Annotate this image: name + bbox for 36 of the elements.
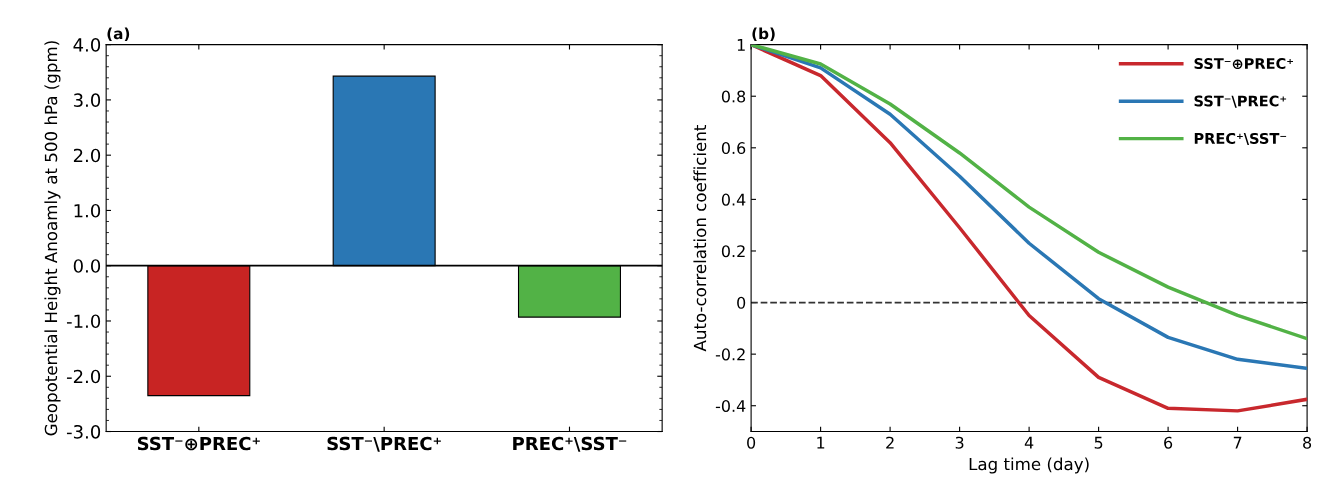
chart-title: (a): [107, 27, 130, 42]
x-tick-label: 2: [886, 436, 894, 449]
y-tick-label: -0.2: [715, 348, 745, 361]
x-tick-label: 5: [1094, 436, 1103, 449]
y-tick-label: -3.0: [66, 424, 101, 439]
x-tick-label: 7: [1233, 436, 1242, 449]
y-tick-label: 0.4: [721, 193, 746, 206]
x-tick-label: 8: [1303, 436, 1312, 449]
y-tick-label: 0.8: [721, 90, 746, 103]
legend-label: SST⁻⊕PREC⁺: [1194, 58, 1293, 70]
x-tick-label: 3: [955, 436, 964, 449]
y-axis-title: Auto-correlation coefficient: [693, 125, 707, 352]
legend-label: SST⁻\PREC⁺: [1194, 95, 1287, 108]
y-tick-label: 1: [737, 39, 745, 51]
y-tick-label: 4.0: [73, 38, 101, 52]
y-tick-label: -2.0: [66, 369, 101, 384]
y-tick-label: 0.2: [721, 245, 745, 258]
y-tick-label: -0.4: [715, 399, 746, 413]
x-tick-label: SST⁻\PREC⁺: [327, 436, 441, 452]
y-axis-title: Geopotential Height Anoamly at 500 hPa (gpm): [44, 41, 61, 436]
y-tick-label: 0: [737, 296, 746, 309]
legend-label: PREC⁺\SST⁻: [1194, 132, 1287, 146]
y-tick-label: 2.0: [73, 148, 101, 163]
y-tick-label: 1.0: [74, 203, 101, 218]
y-tick-label: 3.0: [73, 93, 101, 108]
x-tick-label: SST⁻⊕PREC⁺: [137, 436, 260, 451]
x-tick-label: 6: [1164, 436, 1173, 449]
y-tick-label: 0.6: [721, 142, 746, 155]
x-axis-title: Lag time (day): [969, 457, 1089, 474]
y-tick-label: -1.0: [66, 314, 101, 329]
x-tick-label: PREC⁺\SST⁻: [513, 436, 627, 452]
x-tick-label: 1: [817, 436, 825, 449]
x-tick-label: 4: [1024, 436, 1034, 449]
y-tick-label: 0.0: [73, 259, 101, 273]
x-tick-label: 0: [747, 436, 756, 449]
chart-title: (b): [752, 27, 775, 42]
